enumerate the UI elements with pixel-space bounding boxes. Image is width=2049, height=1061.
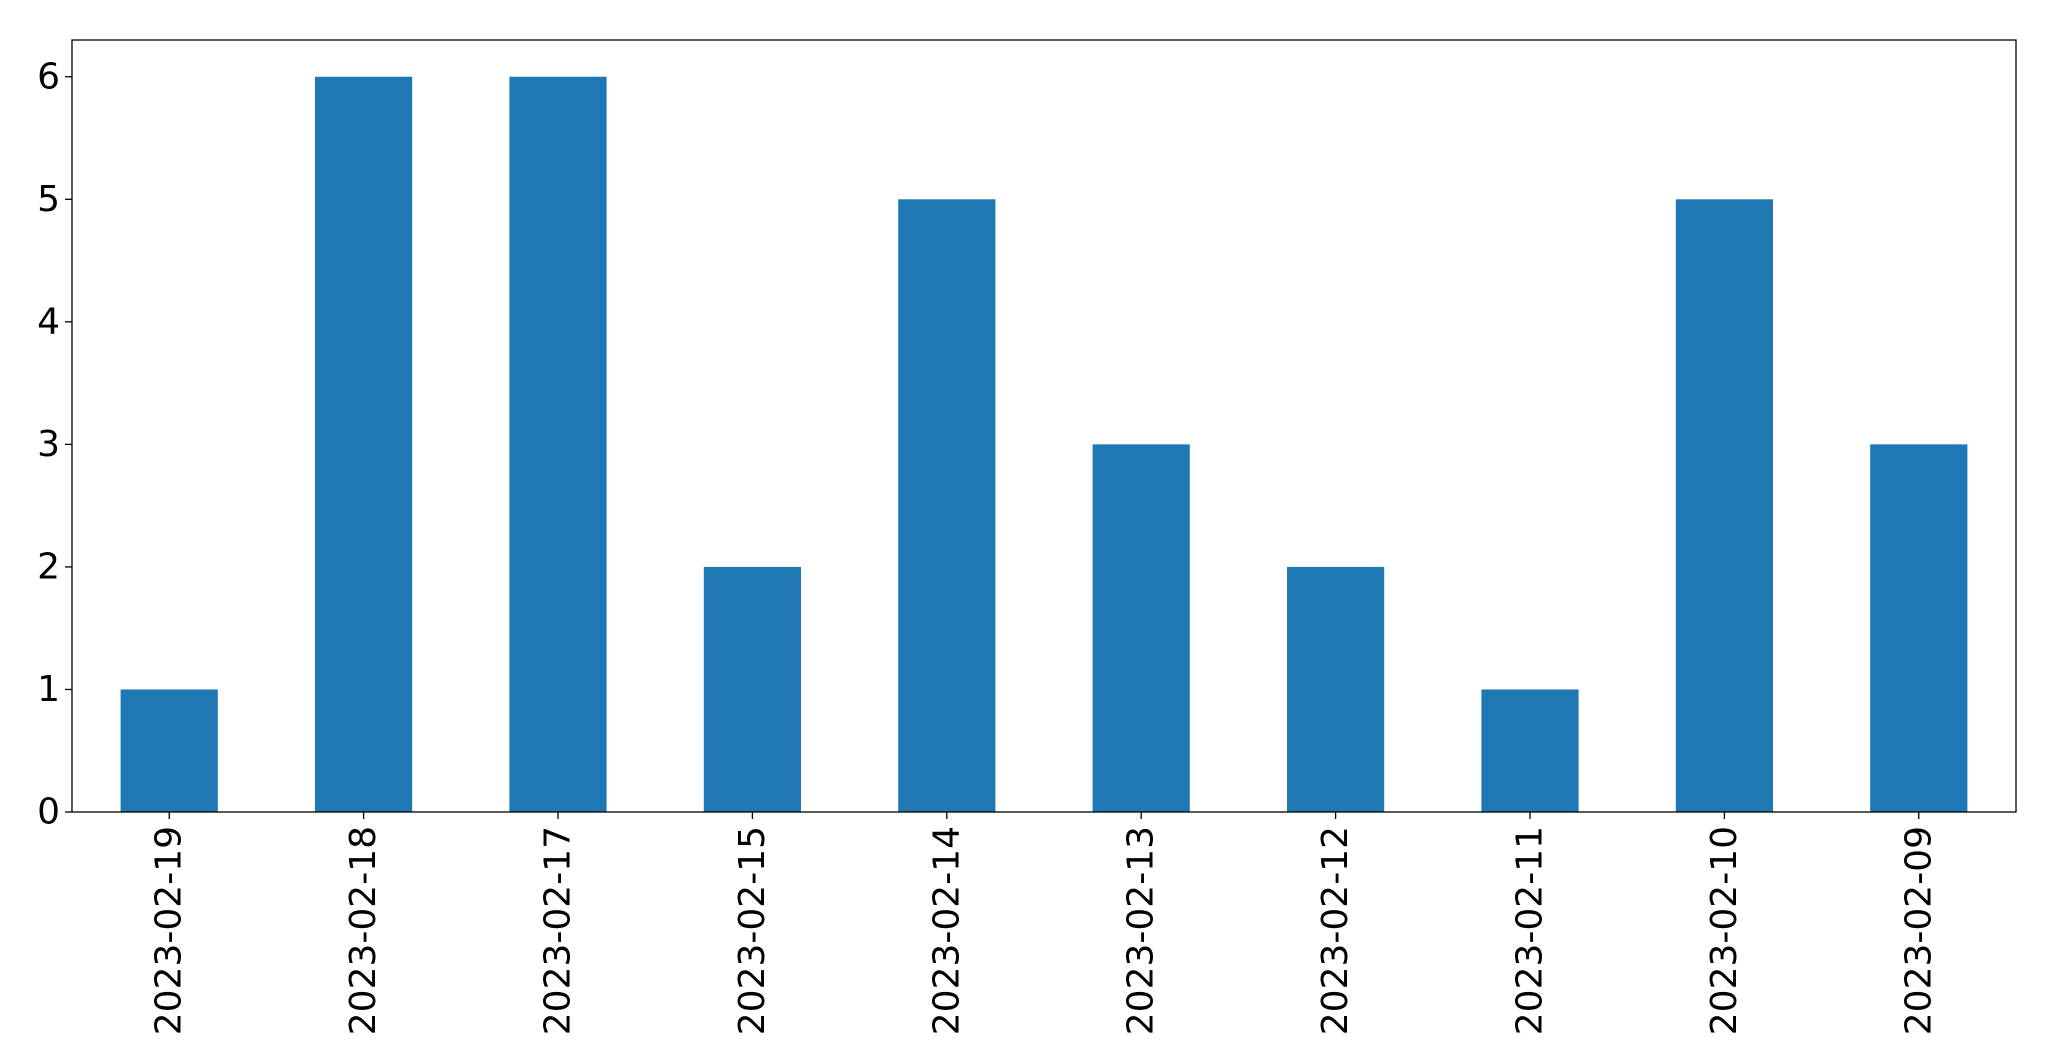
bar-2023-02-19 — [120, 689, 218, 812]
bar-2023-02-10 — [1675, 199, 1773, 813]
x-axis: 2023-02-19 2023-02-18 2023-02-17 2023-02-15… — [149, 812, 1939, 1035]
bar-2023-02-11 — [1481, 689, 1579, 812]
x-tick-label: 2023-02-13 — [1121, 826, 1162, 1035]
bar-2023-02-14 — [898, 199, 996, 813]
plot-frame — [71, 39, 2017, 813]
bar-2023-02-15 — [703, 566, 801, 812]
y-tick-label: 1 — [37, 669, 60, 710]
y-tick-label: 0 — [37, 792, 60, 833]
bar-2023-02-12 — [1287, 566, 1385, 812]
x-tick-label: 2023-02-15 — [732, 826, 773, 1035]
bar-2023-02-13 — [1092, 444, 1190, 812]
y-tick-label: 4 — [37, 301, 60, 342]
x-tick-label: 2023-02-14 — [926, 826, 967, 1035]
x-tick-label: 2023-02-10 — [1704, 826, 1745, 1035]
x-tick-label: 2023-02-11 — [1510, 826, 1551, 1035]
y-tick-label: 5 — [37, 179, 60, 220]
bars-group — [120, 76, 1968, 813]
x-tick-label: 2023-02-17 — [538, 826, 579, 1035]
y-tick-label: 6 — [37, 56, 60, 97]
bar-2023-02-18 — [315, 76, 413, 812]
x-tick-label: 2023-02-19 — [149, 826, 190, 1035]
y-tick-label: 3 — [37, 424, 60, 465]
x-tick-label: 2023-02-09 — [1898, 826, 1939, 1035]
y-tick-label: 2 — [37, 546, 60, 587]
y-axis: 0 1 2 3 4 5 6 — [37, 56, 72, 833]
x-tick-label: 2023-02-12 — [1315, 826, 1356, 1035]
bar-2023-02-09 — [1870, 444, 1968, 812]
bar-2023-02-17 — [509, 76, 607, 812]
x-tick-label: 2023-02-18 — [343, 826, 384, 1035]
